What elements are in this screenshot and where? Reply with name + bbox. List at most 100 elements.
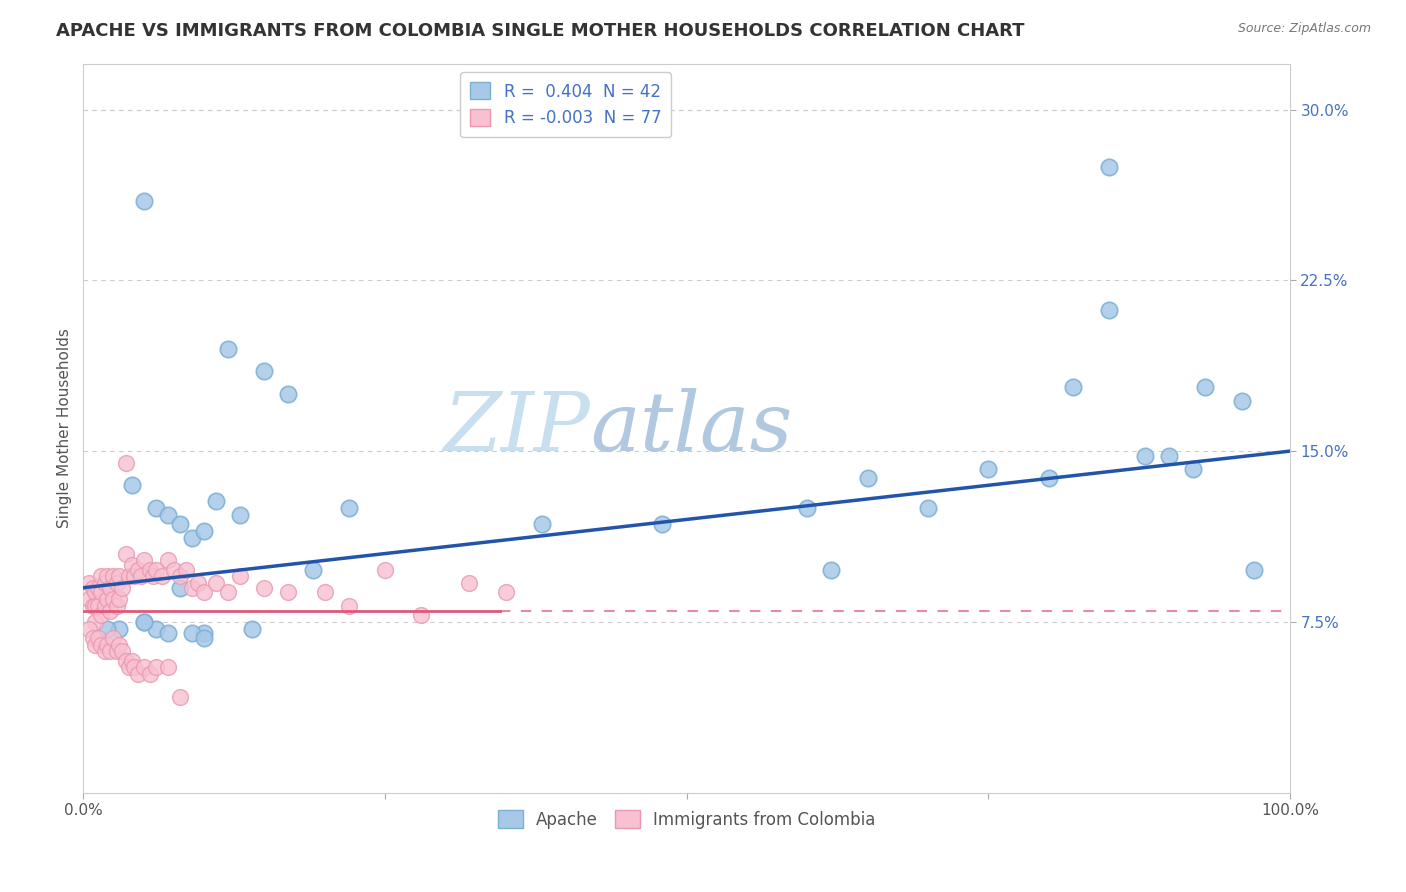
Point (193, 585, 215, 599)
Point (84, 615, 107, 629)
Point (82, 581, 104, 595)
Point (1038, 471, 1060, 485)
Point (337, 599, 360, 613)
Point (87, 631, 110, 645)
Point (79, 622, 101, 636)
Point (145, 562, 167, 576)
Point (169, 516, 191, 531)
Point (132, 615, 155, 629)
Point (105, 599, 128, 613)
Point (122, 569, 145, 583)
Point (205, 494, 228, 508)
Point (94, 576, 117, 591)
Point (132, 194, 155, 208)
Point (79, 592, 101, 607)
Point (82, 599, 104, 613)
Point (111, 581, 134, 595)
Point (1159, 449, 1181, 463)
Point (114, 654, 136, 668)
Point (301, 562, 323, 576)
Point (977, 462, 1000, 476)
Point (1098, 160, 1121, 174)
Point (411, 608, 433, 623)
Point (314, 585, 336, 599)
Point (87, 599, 110, 613)
Point (84, 599, 107, 613)
Point (856, 471, 879, 485)
Point (98, 581, 121, 595)
Point (114, 547, 136, 561)
Point (174, 562, 197, 576)
Point (1062, 380, 1084, 394)
Point (156, 660, 179, 674)
Point (138, 562, 160, 576)
Point (217, 585, 239, 599)
Point (103, 569, 125, 583)
Point (90, 569, 112, 583)
Point (105, 576, 128, 591)
Point (1133, 449, 1156, 463)
Point (142, 569, 165, 583)
Point (103, 631, 125, 645)
Point (374, 562, 396, 576)
Point (205, 576, 228, 591)
Point (169, 690, 191, 704)
Point (98, 603, 121, 617)
Point (187, 576, 209, 591)
Point (121, 558, 143, 572)
Point (1194, 380, 1216, 394)
Point (79, 576, 101, 591)
Point (796, 501, 818, 516)
Point (193, 626, 215, 640)
Point (917, 501, 939, 516)
Point (145, 622, 167, 636)
Point (84, 585, 107, 599)
Point (94, 644, 117, 658)
Point (229, 508, 252, 522)
Point (90, 638, 112, 652)
Point (180, 626, 202, 640)
Point (169, 569, 191, 583)
Point (114, 456, 136, 470)
Point (156, 508, 179, 522)
Point (240, 622, 263, 636)
Point (96, 592, 118, 607)
Point (105, 644, 128, 658)
Point (82, 631, 104, 645)
Text: atlas: atlas (591, 388, 793, 468)
Point (96, 569, 118, 583)
Point (108, 638, 131, 652)
Point (277, 585, 299, 599)
Point (180, 581, 202, 595)
Point (156, 626, 179, 640)
Point (1243, 562, 1265, 576)
Point (108, 569, 131, 583)
Point (1182, 462, 1205, 476)
Point (253, 364, 276, 378)
Point (127, 562, 149, 576)
Point (253, 581, 276, 595)
Text: APACHE VS IMMIGRANTS FROM COLOMBIA SINGLE MOTHER HOUSEHOLDS CORRELATION CHART: APACHE VS IMMIGRANTS FROM COLOMBIA SINGL… (56, 22, 1025, 40)
Point (108, 622, 131, 636)
Point (180, 531, 202, 545)
Point (820, 562, 842, 576)
Point (90, 608, 112, 623)
Point (121, 478, 143, 492)
Point (217, 342, 239, 356)
Point (1230, 394, 1253, 409)
Point (530, 516, 553, 531)
Point (98, 644, 121, 658)
Point (145, 660, 167, 674)
Point (118, 569, 141, 583)
Point (169, 581, 191, 595)
Point (229, 569, 252, 583)
Text: Source: ZipAtlas.com: Source: ZipAtlas.com (1237, 22, 1371, 36)
Point (90, 585, 112, 599)
Point (129, 569, 152, 583)
Point (94, 599, 117, 613)
Point (651, 516, 673, 531)
Point (103, 592, 125, 607)
Y-axis label: Single Mother Households: Single Mother Households (58, 328, 72, 528)
Point (1098, 302, 1121, 317)
Point (193, 524, 215, 538)
